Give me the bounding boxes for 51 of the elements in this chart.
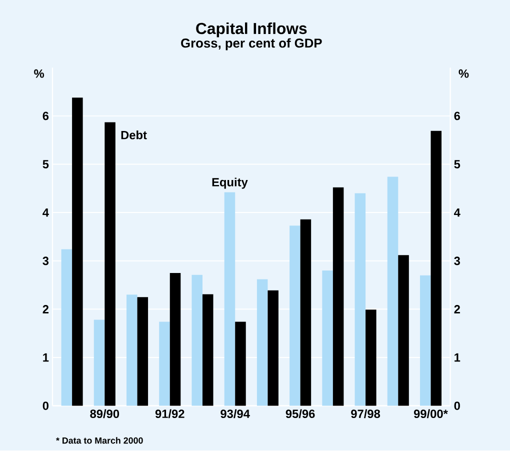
y-tick-label: 4	[42, 208, 49, 217]
y2-tick-label: 3	[454, 256, 460, 266]
bar	[170, 273, 181, 406]
y-tick-label: 3	[42, 256, 49, 266]
y2-tick-label: 5	[454, 160, 460, 169]
y2-tick-label: 2	[454, 305, 460, 314]
y2-tick-label: 0	[454, 402, 460, 410]
y2-tick-label: 4	[454, 208, 460, 217]
y-tick-label: 2	[42, 305, 49, 314]
bar	[387, 177, 398, 406]
bar	[354, 193, 366, 406]
x-tick-label: 97/98	[351, 410, 380, 418]
y2-tick-label: 6	[454, 112, 460, 120]
x-tick-label: 95/96	[286, 410, 315, 418]
bar	[256, 279, 268, 406]
chart-subtitle: Gross, per cent of GDP	[181, 38, 322, 50]
bar	[366, 310, 376, 406]
y2-axis-title: %	[458, 70, 469, 78]
x-tick-label: 93/94	[220, 410, 250, 418]
bar	[224, 192, 236, 406]
y-tick-label: 1	[43, 354, 49, 362]
chart-title: Capital Inflows	[196, 22, 307, 38]
bar	[290, 226, 300, 406]
bar	[126, 294, 138, 406]
series-label: Equity	[212, 178, 248, 189]
series-label: Debt	[121, 130, 147, 140]
bar	[61, 249, 72, 406]
bar	[398, 255, 409, 406]
bar	[159, 322, 170, 406]
x-tick-label: 89/90	[90, 410, 120, 418]
x-tick-label: 99/00*	[414, 410, 448, 418]
bar	[104, 122, 116, 406]
y-tick-label: 6	[42, 112, 49, 120]
text: * Data to March 2000	[56, 437, 143, 444]
bar	[322, 270, 333, 406]
y-axis-title: %	[34, 70, 44, 78]
bar	[430, 131, 442, 406]
bar	[94, 320, 105, 406]
bar	[72, 98, 83, 406]
bar	[202, 294, 214, 406]
bar	[235, 322, 246, 406]
y-tick-label: 5	[42, 160, 49, 169]
bar	[420, 276, 431, 406]
y2-tick-label: 1	[454, 354, 460, 362]
bar	[268, 290, 278, 406]
bar	[332, 188, 344, 406]
bar	[192, 275, 202, 406]
bar	[137, 297, 148, 406]
x-tick-label: 91/92	[155, 410, 184, 418]
bar	[300, 220, 312, 406]
y-tick-label: 0	[42, 402, 48, 410]
